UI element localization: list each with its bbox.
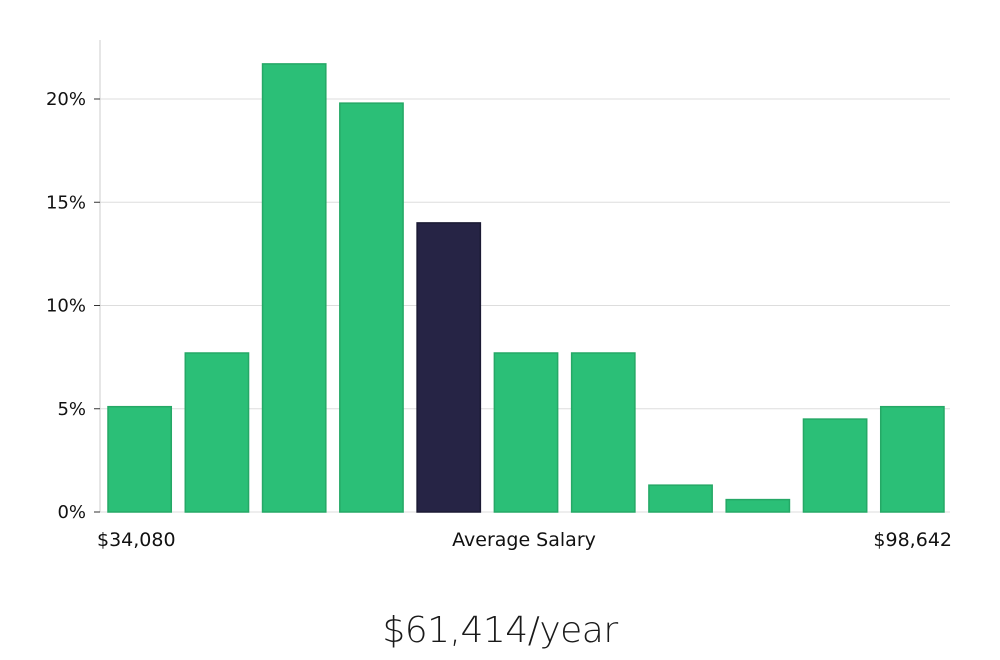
bars	[107, 63, 945, 513]
bar	[879, 405, 945, 513]
y-tick-label: 0%	[57, 502, 86, 523]
axes	[94, 40, 101, 513]
y-tick-label: 15%	[46, 192, 86, 213]
x-axis-min-label: $34,080	[97, 529, 176, 551]
bar	[802, 418, 868, 513]
bar	[570, 352, 636, 513]
bar	[184, 352, 250, 513]
bar	[725, 498, 791, 513]
bar	[648, 484, 713, 513]
y-tick-label: 20%	[46, 89, 86, 110]
bar	[261, 63, 327, 513]
salary-histogram: 0% 5% 10% 15% 20%	[46, 40, 950, 523]
y-tick-label: 5%	[57, 399, 86, 420]
y-tick-labels: 0% 5% 10% 15% 20%	[46, 89, 86, 523]
bar	[107, 405, 173, 513]
bar	[339, 102, 404, 513]
bar	[493, 352, 559, 513]
bar-highlighted	[416, 222, 482, 513]
average-salary-value: $61,414/year	[382, 610, 618, 651]
x-axis-max-label: $98,642	[873, 529, 952, 551]
x-axis-label: Average Salary	[452, 529, 596, 551]
y-tick-label: 10%	[46, 296, 86, 317]
